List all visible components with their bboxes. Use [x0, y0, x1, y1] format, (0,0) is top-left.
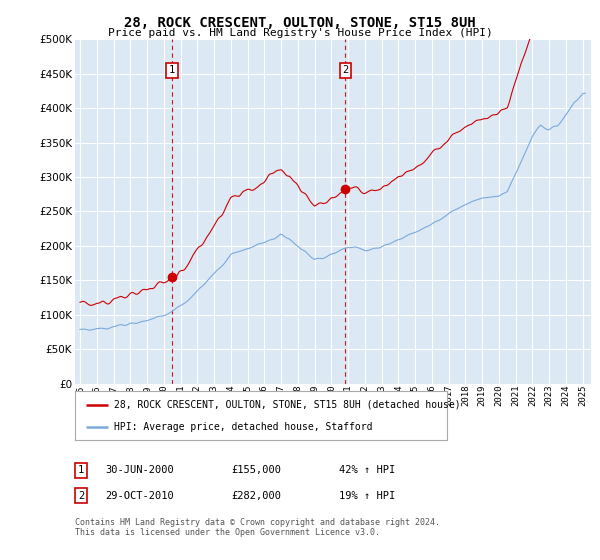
- Text: 19% ↑ HPI: 19% ↑ HPI: [339, 491, 395, 501]
- Text: 2: 2: [342, 65, 349, 75]
- Text: 28, ROCK CRESCENT, OULTON, STONE, ST15 8UH (detached house): 28, ROCK CRESCENT, OULTON, STONE, ST15 8…: [114, 399, 461, 409]
- Text: 30-JUN-2000: 30-JUN-2000: [105, 465, 174, 475]
- Text: £282,000: £282,000: [231, 491, 281, 501]
- Text: 1: 1: [78, 465, 84, 475]
- Text: 42% ↑ HPI: 42% ↑ HPI: [339, 465, 395, 475]
- Text: 29-OCT-2010: 29-OCT-2010: [105, 491, 174, 501]
- Text: 1: 1: [169, 65, 175, 75]
- Text: 28, ROCK CRESCENT, OULTON, STONE, ST15 8UH: 28, ROCK CRESCENT, OULTON, STONE, ST15 8…: [124, 16, 476, 30]
- Text: HPI: Average price, detached house, Stafford: HPI: Average price, detached house, Staf…: [114, 422, 373, 432]
- Text: Contains HM Land Registry data © Crown copyright and database right 2024.
This d: Contains HM Land Registry data © Crown c…: [75, 518, 440, 538]
- Text: 2: 2: [78, 491, 84, 501]
- Text: Price paid vs. HM Land Registry's House Price Index (HPI): Price paid vs. HM Land Registry's House …: [107, 28, 493, 38]
- Text: £155,000: £155,000: [231, 465, 281, 475]
